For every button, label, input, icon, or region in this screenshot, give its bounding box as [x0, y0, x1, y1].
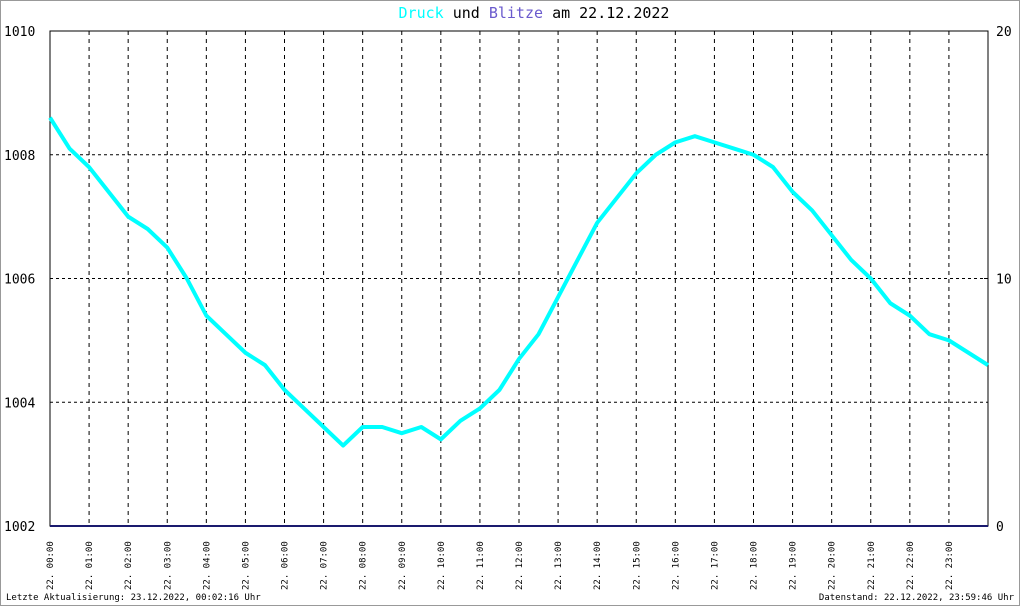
x-tick-label: 22. 01:00: [85, 541, 95, 590]
x-tick-label: 22. 12:00: [515, 541, 525, 590]
x-tick-label: 22. 00:00: [46, 541, 56, 590]
x-tick-label: 22. 02:00: [124, 541, 134, 590]
x-tick-label: 22. 11:00: [476, 541, 486, 590]
x-tick-label: 22. 16:00: [671, 541, 681, 590]
x-tick-label: 22. 08:00: [359, 541, 369, 590]
x-tick-label: 22. 13:00: [554, 541, 564, 590]
y-tick-label: 1010: [4, 25, 35, 40]
x-tick-label: 22. 03:00: [163, 541, 173, 590]
y-tick-label: 1008: [4, 149, 35, 164]
x-tick-label: 22. 17:00: [710, 541, 720, 590]
y2-tick-label: 20: [996, 25, 1012, 40]
x-tick-label: 22. 21:00: [867, 541, 877, 590]
x-tick-label: 22. 22:00: [906, 541, 916, 590]
title-series-1: Druck: [399, 4, 444, 22]
x-tick-label: 22. 15:00: [632, 541, 642, 590]
x-tick-label: 22. 06:00: [281, 541, 291, 590]
x-tick-label: 22. 10:00: [437, 541, 447, 590]
y-tick-label: 1004: [4, 396, 35, 411]
title-series-2: Blitze: [489, 4, 543, 22]
x-tick-label: 22. 20:00: [828, 541, 838, 590]
y2-tick-label: 0: [996, 520, 1004, 535]
x-tick-label: 22. 05:00: [241, 541, 251, 590]
x-tick-label: 22. 07:00: [320, 541, 330, 590]
series-line: [48, 116, 990, 448]
y2-tick-label: 10: [996, 273, 1012, 288]
x-tick-label: 22. 04:00: [202, 541, 212, 590]
x-tick-label: 22. 09:00: [398, 541, 408, 590]
x-tick-label: 22. 14:00: [593, 541, 603, 590]
y-tick-label: 1002: [4, 520, 35, 535]
title-date: am 22.12.2022: [552, 4, 669, 22]
footer-left: Letzte Aktualisierung: 23.12.2022, 00:02…: [6, 593, 261, 603]
x-tick-label: 22. 23:00: [945, 541, 955, 590]
footer-right: Datenstand: 22.12.2022, 23:59:46 Uhr: [819, 593, 1015, 603]
y-tick-label: 1006: [4, 273, 35, 288]
chart-title: Druck und Blitze am 22.12.2022: [399, 4, 670, 22]
x-tick-label: 22. 19:00: [789, 541, 799, 590]
title-joiner: und: [453, 4, 480, 22]
x-tick-label: 22. 18:00: [750, 541, 760, 590]
